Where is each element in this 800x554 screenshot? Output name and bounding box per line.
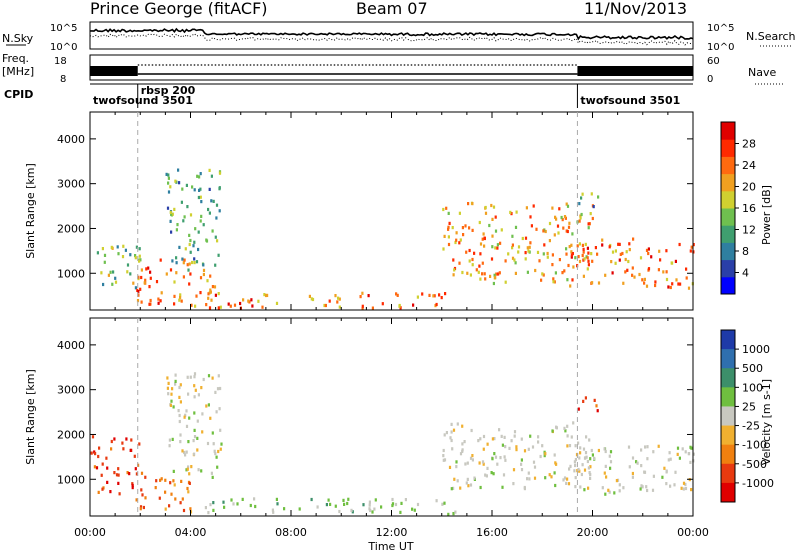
echo-region — [136, 258, 217, 308]
colorbar-tick-label: 28 — [742, 138, 756, 151]
freq-label: Freq. — [2, 52, 29, 65]
colorbar-tick-label: -1000 — [742, 477, 774, 490]
colorbar-tick-label: 16 — [742, 202, 756, 215]
cpid-segment-label: twofsound 3501 — [93, 94, 193, 107]
date-title: 11/Nov/2013 — [584, 0, 687, 18]
echo-region — [135, 471, 193, 514]
x-tick-label: 00:00 — [74, 526, 106, 539]
echo-region — [442, 201, 594, 286]
colorbar-cell — [721, 349, 735, 369]
colorbar-cell — [721, 406, 735, 427]
colorbar-cell — [721, 259, 735, 278]
colorbar-cell — [721, 122, 735, 140]
y-tick-label: 1000 — [57, 267, 85, 280]
beam-title: Beam 07 — [356, 0, 428, 18]
colorbar-cell — [721, 368, 735, 388]
y-tick-label: 4000 — [57, 339, 85, 352]
x-tick-label: 20:00 — [577, 526, 609, 539]
echo-region — [90, 435, 143, 496]
cpid-segment-label: twofsound 3501 — [580, 94, 680, 107]
nsky-label: N.Sky — [2, 32, 34, 45]
colorbar-tick-label: 500 — [742, 362, 763, 375]
echo-region — [165, 168, 222, 272]
echo-region — [568, 444, 695, 496]
colorbar-cell — [721, 242, 735, 261]
colorbar-tick-label: 12 — [742, 224, 756, 237]
power-colorbar-label: Power [dB] — [760, 185, 773, 245]
colorbar-tick-label: 25 — [742, 400, 756, 413]
freq-tick-bottom: 8 — [60, 74, 66, 85]
echo-region — [567, 237, 695, 290]
station-title: Prince George (fitACF) — [90, 0, 268, 18]
power-colorbar: 4 8 12 16 20 24 28 — [720, 121, 756, 295]
velocity-ylabel: Slant Range [km] — [24, 369, 37, 465]
freq-tick-top: 18 — [54, 56, 67, 67]
colorbar-tick-label: 4 — [742, 267, 749, 280]
y-tick-label: 2000 — [57, 428, 85, 441]
nave-tick-top: 60 — [707, 56, 720, 67]
freq-block-late — [577, 66, 693, 76]
nave-tick-bottom: 0 — [707, 74, 713, 85]
colorbar-cell — [721, 156, 735, 175]
power-panel: 1000 2000 3000 4000 Slant Range [km] — [24, 111, 695, 311]
nsearch-tick-bottom: 10^0 — [707, 42, 734, 53]
x-tick-label: 04:00 — [175, 526, 207, 539]
velocity-colorbar: 1000 500 100 25 -25 -100 -500 -1000 — [720, 329, 774, 503]
nsearch-trace — [89, 33, 694, 46]
colorbar-cell — [721, 139, 735, 157]
colorbar-cell — [721, 330, 735, 350]
nsky-trace — [89, 27, 694, 41]
colorbar-tick-label: 24 — [742, 159, 756, 172]
colorbar-cell — [721, 208, 735, 226]
echo-region — [578, 192, 600, 209]
colorbar-tick-label: -500 — [742, 458, 767, 471]
x-tick-label: 12:00 — [376, 526, 408, 539]
y-tick-label: 2000 — [57, 222, 85, 235]
echo-region — [577, 396, 599, 413]
velocity-panel: 1000 2000 3000 4000 Slant Range [km] — [24, 317, 695, 517]
nsearch-label: N.Search — [746, 30, 796, 43]
x-tick-label: 08:00 — [275, 526, 307, 539]
freq-strip: Freq. [MHz] 18 8 60 0 Nave — [2, 52, 785, 85]
colorbar-cell — [721, 387, 735, 407]
colorbar-cell — [721, 225, 735, 243]
echo-region — [204, 497, 457, 516]
colorbar-cell — [721, 444, 735, 465]
colorbar-tick-label: 8 — [742, 245, 749, 258]
colorbar-tick-label: 20 — [742, 181, 756, 194]
y-tick-label: 3000 — [57, 384, 85, 397]
nsearch-tick-top: 10^5 — [707, 23, 734, 34]
echo-region — [442, 421, 594, 492]
nave-label: Nave — [748, 66, 776, 79]
colorbar-cell — [721, 463, 735, 484]
freq-block-early — [90, 66, 138, 76]
cpid-label: CPID — [4, 88, 33, 101]
colorbar-tick-label: -25 — [742, 420, 760, 433]
colorbar-tick-label: -100 — [742, 439, 767, 452]
y-tick-label: 3000 — [57, 178, 85, 191]
nsky-tick-top: 10^5 — [50, 23, 77, 34]
x-tick-label: 16:00 — [476, 526, 508, 539]
colorbar-cell — [721, 425, 735, 446]
freq-unit: [MHz] — [2, 65, 34, 78]
x-axis-labels: 00:00 04:00 08:00 12:00 16:00 20:00 00:00 — [74, 526, 709, 539]
x-axis-title: Time UT — [367, 540, 413, 553]
y-tick-label: 4000 — [57, 133, 85, 146]
velocity-colorbar-label: Velocity [m s-1] — [760, 379, 773, 465]
colorbar-cell — [721, 190, 735, 209]
colorbar-cell — [721, 173, 735, 192]
y-tick-label: 1000 — [57, 473, 85, 486]
colorbar-tick-label: 100 — [742, 381, 763, 394]
colorbar-cell — [721, 276, 735, 295]
cpid-segment-label: rbsp 200 — [141, 84, 196, 97]
nsky-strip: N.Sky 10^5 10^0 10^5 10^0 N.Search — [2, 21, 796, 53]
x-tick-label: 00:00 — [677, 526, 709, 539]
echo-region — [166, 372, 223, 479]
colorbar-tick-label: 1000 — [742, 343, 770, 356]
power-ylabel: Slant Range [km] — [24, 163, 37, 259]
colorbar-cell — [721, 482, 735, 503]
nsky-tick-bottom: 10^0 — [50, 42, 77, 53]
